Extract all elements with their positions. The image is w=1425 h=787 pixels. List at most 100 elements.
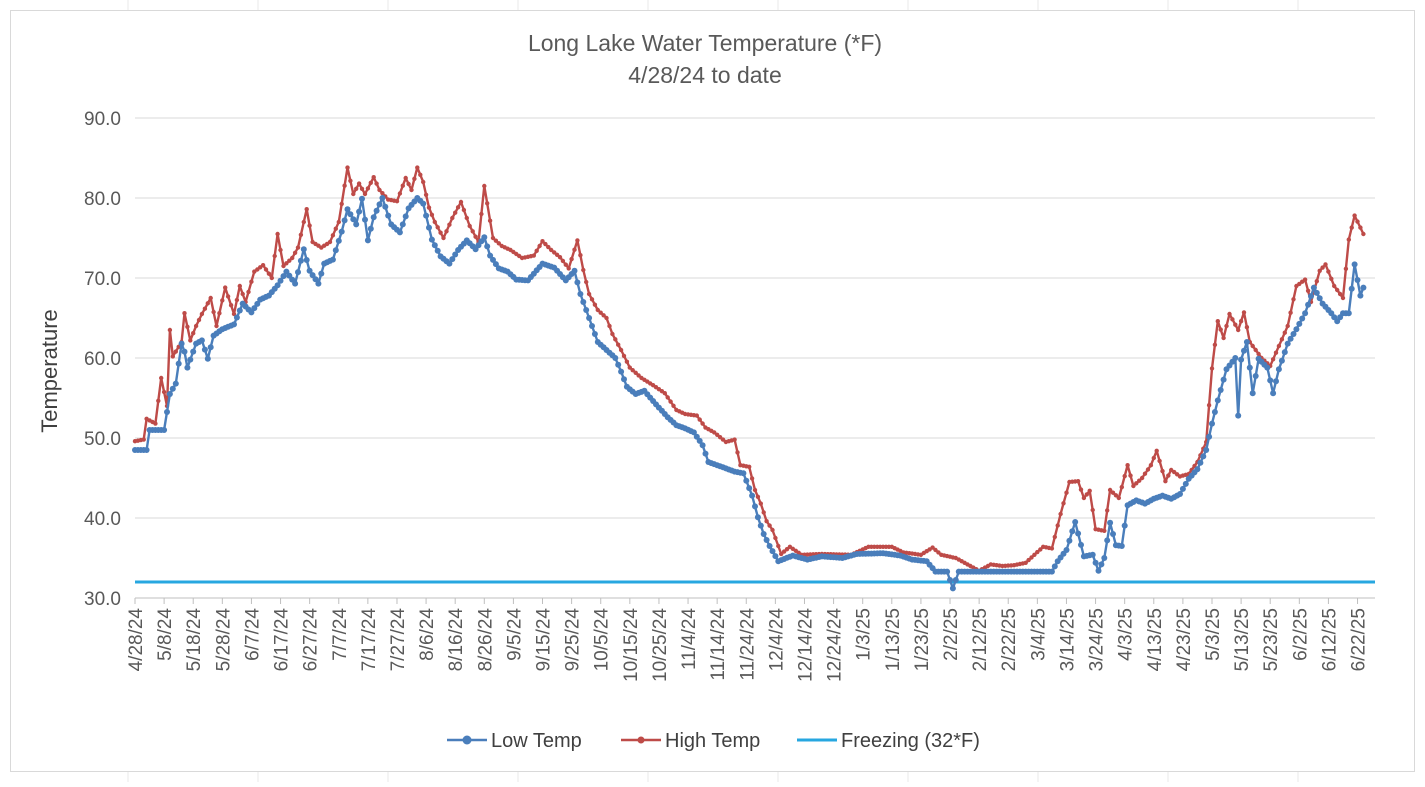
x-tick-label: 5/8/24 [155,608,176,661]
data-point [385,212,392,219]
data-point [301,219,306,225]
x-tick-label: 12/24/24 [825,608,846,682]
data-point [760,531,767,537]
data-point [781,549,787,554]
data-point [415,165,420,170]
data-point [403,175,408,181]
data-point [464,215,469,221]
data-point [435,225,440,230]
data-point [332,247,339,254]
data-point [752,487,758,493]
data-point [246,289,251,295]
data-point [952,577,959,583]
data-point [432,219,437,225]
data-point [761,510,766,515]
data-point [1343,266,1349,271]
data-point [546,244,551,250]
data-point [743,477,750,484]
legend-item-1[interactable]: High Temp [621,730,760,752]
data-point [747,464,752,469]
x-tick-label: 9/5/24 [504,608,525,661]
data-point [1084,492,1090,497]
data-point [338,228,345,235]
data-point [758,501,763,506]
data-point [1217,387,1224,393]
data-point [720,437,726,442]
line-chart: Long Lake Water Temperature (*F) 4/28/24… [37,30,1375,752]
data-point [431,242,438,249]
data-point [1317,268,1322,273]
data-point [1072,519,1079,525]
data-point [198,337,205,344]
x-tick-label: 5/23/25 [1261,608,1282,671]
data-point [231,311,237,317]
data-point [1105,508,1110,513]
data-point [458,199,464,205]
data-point [479,211,484,217]
data-point [254,300,261,307]
data-point [784,547,790,552]
data-point [662,391,667,396]
series-line [134,166,1365,572]
data-point [228,303,234,308]
data-point [1142,471,1148,476]
data-point [1224,323,1229,329]
data-point [1337,291,1343,297]
data-point [161,427,168,433]
data-point [281,263,286,269]
data-point [1302,310,1309,317]
data-point [1058,511,1063,517]
data-point [251,305,258,312]
data-point [1063,547,1070,553]
data-point [1035,549,1040,555]
data-point [225,294,231,299]
data-point [1113,493,1119,498]
data-point [376,201,383,208]
data-point [1182,480,1189,487]
data-point [577,291,584,297]
x-tick-label: 4/23/25 [1174,608,1195,671]
data-point [1305,301,1312,308]
y-axis-title: Temperature [37,309,62,433]
data-point [193,323,199,329]
data-point [749,476,755,481]
x-tick-label: 1/3/25 [854,608,875,661]
data-point [348,178,353,183]
data-point [1296,320,1303,327]
data-point [1270,390,1277,397]
data-point [1128,473,1133,478]
data-point [1335,287,1340,293]
data-point [345,165,350,170]
y-tick-label: 30.0 [84,589,121,610]
data-point [211,309,216,315]
data-point [569,256,574,262]
data-point [1241,310,1247,315]
data-point [482,183,487,189]
x-tick-label: 11/14/24 [708,608,729,681]
data-point [732,437,737,442]
data-point [1358,225,1363,230]
chart-area[interactable]: Long Lake Water Temperature (*F) 4/28/24… [10,10,1415,772]
data-point [693,433,700,440]
data-point [1284,340,1291,347]
x-tick-label: 10/15/24 [621,608,642,682]
data-point [1308,293,1314,300]
data-point [260,263,266,268]
data-point [234,297,240,303]
data-point [421,179,426,185]
data-point [1107,519,1114,526]
data-point [446,260,453,267]
data-point [240,291,245,297]
data-point [1323,262,1328,267]
data-point [1145,467,1151,472]
data-point [1069,528,1076,535]
data-point [493,238,499,243]
legend-item-2[interactable]: Freezing (32*F) [797,730,980,752]
data-point [1354,277,1361,283]
data-point [373,207,380,214]
data-point [586,315,593,321]
legend-item-0[interactable]: Low Temp [447,730,582,752]
data-point [1206,403,1212,408]
data-point [1220,376,1227,383]
data-point [717,435,723,440]
